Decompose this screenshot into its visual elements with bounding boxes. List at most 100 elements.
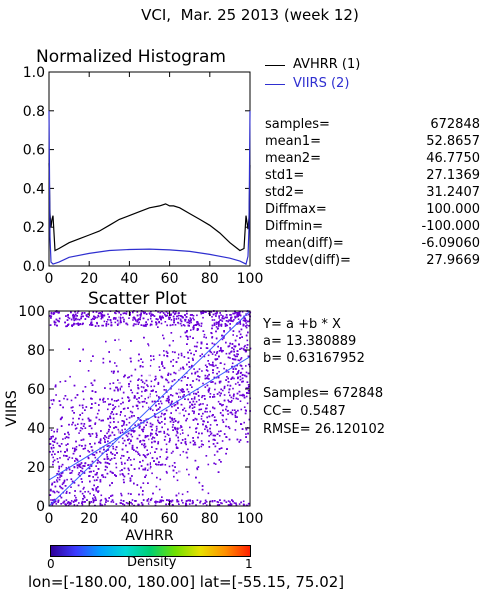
- scatter-point: [193, 396, 196, 398]
- scatter-point: [151, 446, 153, 448]
- scatter-point: [95, 311, 98, 313]
- scatter-point: [167, 381, 170, 384]
- scatter-point: [127, 473, 130, 475]
- scatter-point: [107, 500, 109, 502]
- scatter-point: [119, 316, 121, 319]
- scatter-point: [109, 484, 111, 487]
- scatter-point: [91, 384, 94, 386]
- scatter-point: [90, 382, 93, 384]
- scatter-point: [170, 387, 172, 390]
- scatter-point: [186, 336, 189, 338]
- scatter-point: [188, 320, 191, 322]
- scatter-point: [51, 482, 54, 485]
- scatter-point: [161, 316, 163, 319]
- scatter-point: [123, 467, 126, 470]
- scatter-point: [145, 424, 147, 426]
- scatter-point: [74, 311, 76, 313]
- scatter-point: [226, 448, 228, 450]
- scatter-point: [192, 317, 194, 319]
- scatter-point: [187, 351, 189, 354]
- scatter-point: [166, 456, 169, 459]
- scatter-point: [142, 459, 144, 462]
- scatter-point: [246, 346, 248, 349]
- scatter-point: [191, 398, 193, 400]
- scatter-point: [239, 337, 241, 339]
- scatter-point: [179, 433, 182, 435]
- scatter-point: [214, 354, 217, 356]
- scatter-point: [58, 400, 61, 402]
- scatter-point: [129, 380, 132, 383]
- scatter-point: [157, 416, 160, 419]
- scatter-point: [56, 479, 58, 481]
- scatter-point: [177, 421, 179, 424]
- scatter-point: [112, 417, 115, 420]
- scatter-point: [81, 503, 84, 506]
- scatter-point: [83, 312, 86, 314]
- scatter-point: [206, 370, 209, 372]
- scatter-point: [125, 313, 128, 315]
- scatter-point: [151, 320, 153, 323]
- x-tick-label: 40: [120, 511, 138, 527]
- scatter-point: [242, 500, 245, 503]
- scatter-point: [186, 343, 188, 345]
- scatter-point: [228, 388, 231, 391]
- scatter-point: [128, 383, 130, 385]
- scatter-point: [221, 334, 223, 337]
- scatter-point: [169, 373, 172, 376]
- scatter-point: [63, 454, 65, 457]
- scatter-point: [245, 371, 248, 374]
- scatter-point: [202, 382, 204, 385]
- scatter-point: [169, 420, 172, 423]
- scatter-point: [233, 354, 236, 356]
- scatter-point: [174, 312, 177, 315]
- scatter-point: [64, 395, 67, 397]
- scatter-point: [90, 322, 92, 325]
- scatter-point: [242, 394, 244, 397]
- scatter-point: [196, 467, 198, 470]
- scatter-point: [224, 316, 227, 319]
- scatter-point: [181, 429, 184, 431]
- scatter-point: [234, 416, 237, 418]
- scatter-point: [211, 319, 214, 321]
- scatter-point: [101, 504, 104, 506]
- scatter-point: [101, 311, 103, 313]
- scatter-point: [200, 418, 203, 420]
- scatter-point: [243, 396, 246, 399]
- scatter-point: [213, 393, 215, 396]
- scatter-point: [103, 458, 106, 460]
- scatter-point: [218, 380, 221, 383]
- scatter-point: [246, 402, 249, 405]
- scatter-point: [133, 323, 135, 325]
- scatter-point: [240, 423, 242, 425]
- scatter-point: [236, 335, 238, 337]
- scatter-point: [73, 504, 76, 506]
- scatter-point: [206, 404, 208, 406]
- scatter-point: [49, 494, 52, 496]
- scatter-point: [245, 504, 248, 507]
- scatter-point: [161, 496, 163, 498]
- scatter-point: [164, 418, 166, 420]
- scatter-point: [182, 432, 184, 434]
- scatter-point: [217, 471, 220, 473]
- scatter-point: [111, 494, 114, 497]
- scatter-point: [167, 395, 170, 398]
- scatter-point: [72, 324, 75, 326]
- scatter-point: [153, 358, 155, 361]
- scatter-point: [187, 448, 189, 451]
- scatter-point: [171, 426, 174, 428]
- scatter-point: [81, 404, 84, 407]
- scatter-point: [128, 400, 130, 402]
- scatter-point: [147, 385, 149, 388]
- scatter-point: [241, 336, 243, 338]
- x-tick-label: 40: [120, 271, 138, 287]
- scatter-point: [64, 485, 67, 487]
- scatter-point: [59, 404, 62, 406]
- scatter-point: [84, 447, 86, 450]
- scatter-point: [176, 402, 179, 405]
- scatter-point: [209, 350, 211, 353]
- scatter-point: [234, 414, 237, 417]
- scatter-point: [74, 424, 77, 427]
- scatter-point: [58, 467, 60, 470]
- scatter-point: [82, 488, 85, 490]
- scatter-point: [145, 418, 148, 421]
